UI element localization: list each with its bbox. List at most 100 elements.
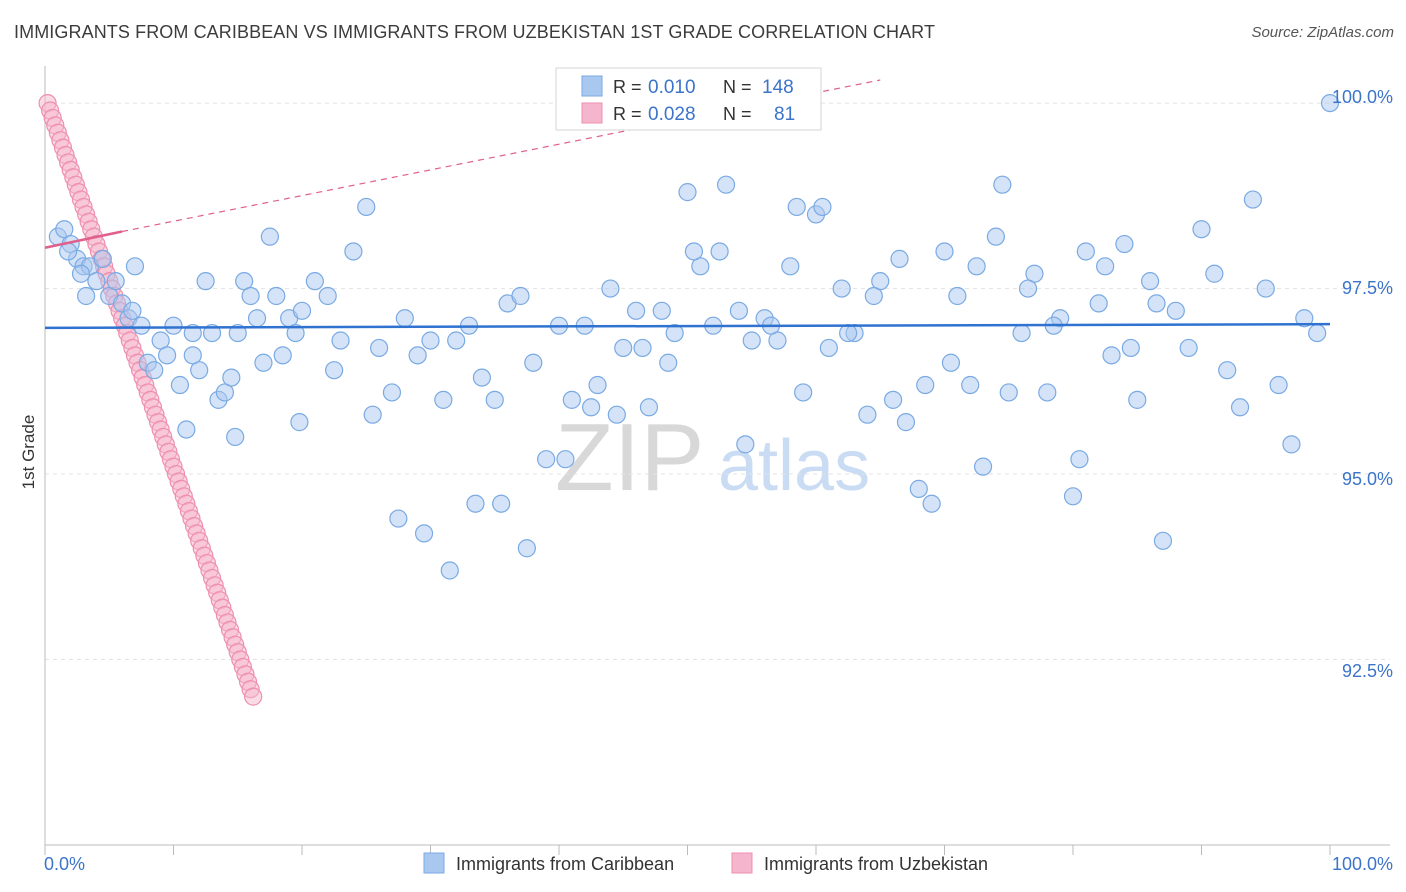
data-point	[742, 331, 761, 350]
data-point	[247, 309, 267, 328]
data-point	[447, 331, 466, 350]
data-point	[986, 227, 1006, 246]
data-point	[678, 183, 697, 202]
data-point	[1076, 242, 1095, 261]
caribbean-points	[48, 93, 1340, 580]
data-point	[389, 509, 408, 528]
data-point	[290, 413, 309, 432]
data-point	[1295, 309, 1314, 328]
data-point	[1070, 450, 1089, 469]
data-point	[1115, 234, 1134, 254]
data-point	[273, 346, 292, 365]
x-tick-label-start: 0.0%	[44, 854, 85, 874]
data-point	[357, 197, 376, 217]
data-point	[93, 249, 112, 268]
data-point	[787, 197, 806, 217]
data-point	[1282, 435, 1301, 454]
data-point	[710, 242, 729, 261]
data-point	[164, 316, 183, 335]
data-point	[87, 272, 106, 291]
legend-n-value: 81	[774, 104, 795, 125]
data-point	[267, 286, 286, 306]
data-point	[59, 242, 78, 261]
data-point	[222, 368, 241, 387]
data-point	[633, 338, 652, 358]
data-point	[331, 331, 350, 350]
data-point	[601, 279, 620, 298]
data-point	[71, 264, 91, 283]
series-legend: Immigrants from Caribbean Immigrants fro…	[423, 852, 988, 874]
y-tick-label: 97.5%	[1342, 278, 1393, 298]
data-point	[864, 286, 883, 306]
data-point	[665, 323, 684, 343]
data-point	[1096, 257, 1115, 276]
data-point	[286, 323, 305, 343]
data-point	[395, 309, 414, 328]
data-point	[132, 316, 151, 335]
caribbean-trend-line	[44, 322, 1331, 330]
data-point	[177, 420, 196, 439]
data-point	[1166, 301, 1185, 320]
data-point	[363, 405, 382, 424]
uzbekistan-points	[38, 93, 263, 706]
legend-r-value: 0.010	[648, 77, 696, 98]
data-point	[684, 242, 704, 261]
data-point	[260, 227, 279, 246]
data-point	[145, 361, 164, 380]
data-point	[556, 450, 575, 469]
data-point	[370, 338, 389, 358]
correlation-legend: R = 0.010 N = 148 R = 0.028 N = 81	[555, 67, 822, 131]
data-point	[492, 494, 511, 513]
data-point	[466, 494, 485, 513]
data-point	[1269, 375, 1288, 395]
data-point	[1243, 190, 1263, 209]
data-point	[781, 257, 800, 276]
data-point	[794, 383, 813, 402]
y-tick-label: 100.0%	[1332, 87, 1393, 107]
data-point	[414, 524, 434, 543]
y-tick-labels: 100.0% 97.5% 95.0% 92.5%	[1332, 87, 1393, 681]
data-point	[1018, 279, 1038, 298]
data-point	[77, 286, 96, 306]
data-point	[935, 242, 954, 261]
data-point	[729, 301, 749, 320]
data-point	[883, 390, 903, 409]
data-point	[1128, 390, 1147, 409]
series-legend-label-caribbean: Immigrants from Caribbean	[456, 854, 674, 874]
data-point	[537, 450, 556, 469]
legend-n-value: 148	[762, 77, 794, 98]
data-point	[292, 301, 312, 320]
data-point	[858, 405, 877, 424]
data-point	[228, 323, 247, 343]
data-point	[382, 383, 402, 402]
legend-r-value: 0.028	[648, 104, 696, 125]
data-point	[1205, 264, 1224, 283]
data-point	[202, 323, 222, 343]
y-tick-label: 92.5%	[1342, 661, 1393, 681]
uzbekistan-trend-line-dashed	[121, 79, 881, 233]
data-point	[896, 413, 916, 432]
data-point	[1218, 361, 1237, 380]
data-point	[659, 353, 678, 372]
data-point	[961, 375, 980, 395]
data-point	[626, 301, 646, 320]
data-point	[106, 272, 125, 291]
data-point	[813, 197, 832, 217]
data-point	[241, 286, 260, 306]
uzbekistan-trend-line-solid	[44, 230, 123, 249]
data-point	[1320, 93, 1340, 113]
series-legend-label-uzbekistan: Immigrants from Uzbekistan	[764, 854, 988, 874]
legend-n-label: N =	[723, 104, 752, 124]
data-point	[819, 338, 838, 358]
data-point	[736, 435, 755, 454]
data-point	[1147, 294, 1166, 313]
data-point	[123, 301, 142, 320]
data-point	[1102, 346, 1121, 365]
data-point	[1121, 338, 1140, 358]
series-legend-swatch-caribbean	[423, 852, 445, 874]
data-point	[973, 457, 993, 476]
data-point	[1140, 272, 1160, 291]
axes	[44, 66, 1390, 855]
